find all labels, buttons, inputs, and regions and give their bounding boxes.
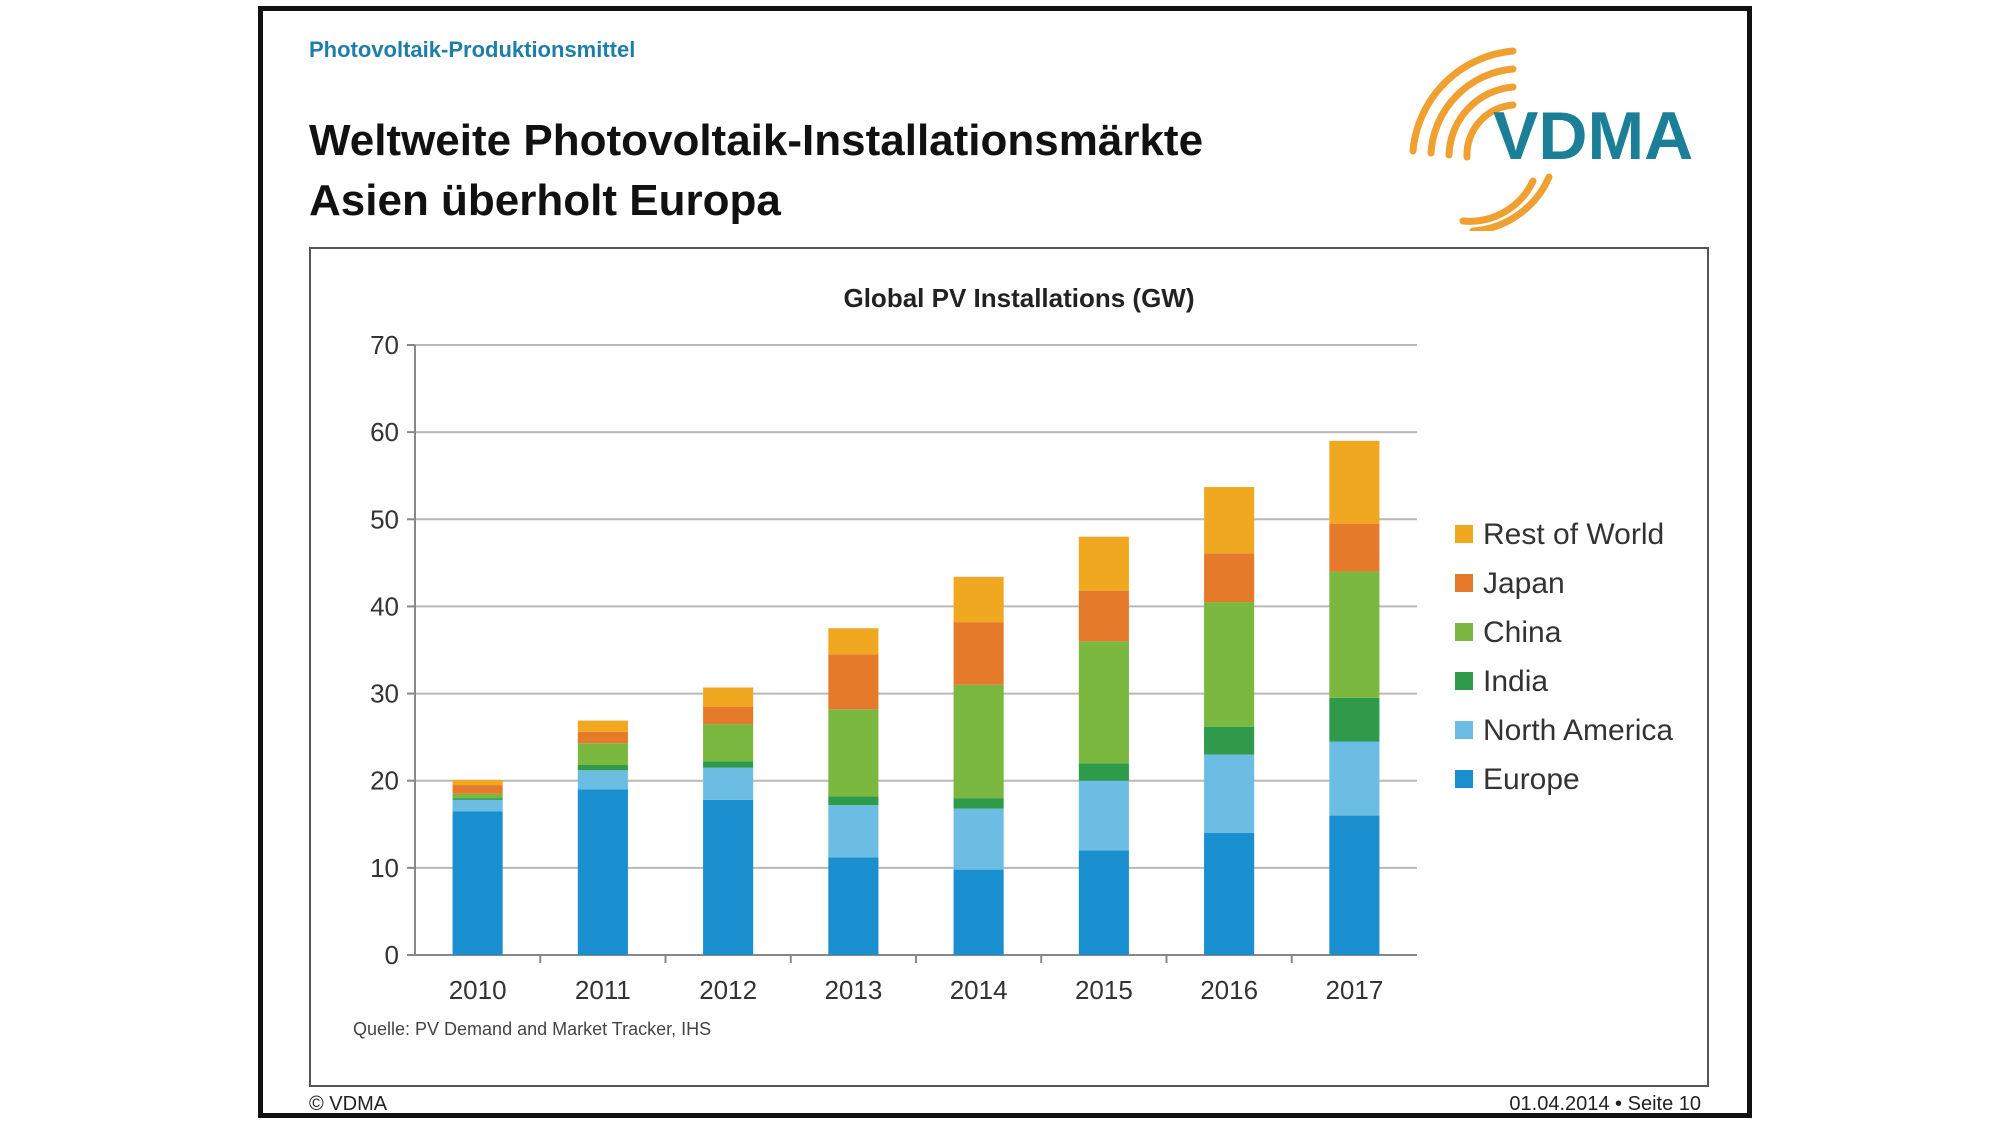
axis-layer: 0 10 20 30 40 50 60 70 [370,330,1417,970]
stacked-bar-chart: Global PV Installations (GW) 0 10 20 30 40 50… [353,283,1673,1039]
bar-segment-north-america-2011 [577,770,628,790]
x-tick-label: 2011 [575,975,631,1005]
bar-segment-north-america-2012 [703,767,754,800]
x-tick-label: 2012 [699,975,757,1005]
x-tick-label: 2015 [1075,975,1133,1005]
bar-segment-north-america-2013 [828,805,879,858]
bar-segment-rest-of-world-2012 [703,687,754,707]
bar-segment-china-2015 [1078,641,1129,764]
bar-segment-rest-of-world-2010 [452,779,503,786]
bar-segment-japan-2011 [577,731,628,744]
legend-swatch [1455,770,1473,788]
bar-segment-india-2010 [452,798,503,800]
bar-segment-india-2011 [577,765,628,771]
bar-segment-china-2014 [953,684,1004,799]
y-tick-label: 30 [370,679,399,709]
bar-segment-europe-2017 [1329,815,1380,955]
bar-segment-india-2014 [953,798,1004,809]
bar-segment-india-2017 [1329,697,1380,742]
slide-title-line1: Weltweite Photovoltaik-Installationsmärk… [309,116,1204,165]
legend-swatch [1455,672,1473,690]
bar-segment-europe-2016 [1204,833,1255,955]
y-tick-label: 20 [370,766,399,796]
chart-source: Quelle: PV Demand and Market Tracker, IH… [353,1019,711,1039]
bar-segment-rest-of-world-2011 [577,720,628,732]
slide: Photovoltaik-Produktionsmittel Weltweite… [258,6,1752,1118]
bar-segment-india-2013 [828,796,879,806]
bar-segment-india-2016 [1204,726,1255,755]
bar-segment-rest-of-world-2016 [1204,487,1255,554]
grid-layer [415,344,1417,869]
legend-label: Japan [1483,567,1565,600]
bar-segment-europe-2012 [703,799,754,955]
legend-swatch [1455,574,1473,592]
y-tick-label: 70 [370,330,399,360]
y-tick-label: 50 [370,504,399,534]
legend-label: Rest of World [1483,518,1664,551]
bar-segment-rest-of-world-2017 [1329,440,1380,524]
bar-segment-north-america-2016 [1204,754,1255,833]
chart-title: Global PV Installations (GW) [843,283,1194,313]
legend-label: North America [1483,714,1673,747]
x-tick-label: 2017 [1325,975,1383,1005]
bar-segment-india-2012 [703,761,754,768]
x-tick-labels: 2010 2011 2012 2013 2014 2015 2016 2017 [449,975,1384,1005]
bar-segment-japan-2015 [1078,590,1129,642]
bar-segment-rest-of-world-2014 [953,576,1004,623]
bar-segment-china-2011 [577,743,628,766]
chart-frame: Global PV Installations (GW) 0 10 20 30 40 50… [309,247,1709,1087]
bar-segment-europe-2010 [452,811,503,955]
y-tick-label: 60 [370,417,399,447]
bar-segment-japan-2016 [1204,553,1255,603]
bar-segment-japan-2014 [953,622,1004,685]
bar-segment-rest-of-world-2015 [1078,536,1129,591]
bar-segment-north-america-2015 [1078,780,1129,851]
x-tick-label: 2014 [950,975,1008,1005]
bar-segment-china-2016 [1204,602,1255,727]
vdma-logo: VDMA [1409,47,1693,231]
bar-segment-rest-of-world-2013 [828,628,879,655]
legend-label: India [1483,665,1548,698]
bar-segment-japan-2017 [1329,523,1380,572]
footer-date-page: 01.04.2014 • Seite 10 [1509,1093,1701,1115]
legend-swatch [1455,623,1473,641]
bar-segment-europe-2014 [953,869,1004,955]
y-tick-label: 10 [370,853,399,883]
bar-segment-japan-2013 [828,654,879,710]
x-tick-label: 2010 [449,975,507,1005]
legend-swatch [1455,525,1473,543]
y-tick-label: 0 [385,940,399,970]
bar-segment-china-2017 [1329,571,1380,698]
bar-segment-china-2012 [703,724,754,762]
bar-segment-china-2013 [828,709,879,797]
legend-label: Europe [1483,763,1580,796]
x-tick-label: 2016 [1200,975,1258,1005]
bar-segment-china-2010 [452,793,503,799]
bar-segment-north-america-2014 [953,808,1004,870]
y-tick-label: 40 [370,591,399,621]
x-tick-label: 2013 [824,975,882,1005]
bar-segment-north-america-2010 [452,799,503,812]
footer-copyright: © VDMA [309,1093,388,1115]
bar-segment-europe-2015 [1078,850,1129,955]
legend-swatch [1455,721,1473,739]
bars-layer [452,440,1380,955]
legend: Rest of World Japan China India North Americ… [1455,518,1673,796]
bar-segment-india-2015 [1078,763,1129,781]
slide-title: Weltweite Photovoltaik-Installationsmärk… [309,111,1203,231]
bar-segment-europe-2011 [577,789,628,955]
legend-label: China [1483,616,1562,649]
bar-segment-north-america-2017 [1329,741,1380,816]
slide-title-line2: Asien überholt Europa [309,176,781,225]
bar-segment-europe-2013 [828,857,879,955]
slide-kicker: Photovoltaik-Produktionsmittel [309,37,636,62]
bar-segment-japan-2012 [703,706,754,725]
bar-segment-japan-2010 [452,785,503,794]
logo-text: VDMA [1493,98,1693,174]
